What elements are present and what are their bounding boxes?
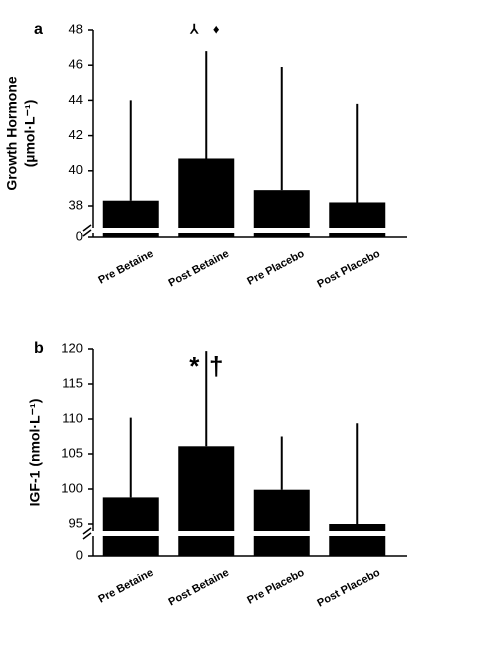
bar — [329, 524, 386, 556]
x-tick-label: Pre Betaine — [96, 567, 155, 606]
axis-break-slash — [82, 224, 92, 232]
y-tick-label: 46 — [69, 57, 83, 72]
annotation: * — [189, 351, 200, 381]
y-axis-label: Growth Hormone — [4, 76, 20, 191]
x-tick-label: Post Betaine — [167, 248, 231, 290]
x-tick-label: Pre Placebo — [245, 247, 306, 287]
bar — [253, 489, 310, 556]
x-tick-label: Pre Betaine — [96, 248, 155, 287]
annotation: † — [209, 351, 223, 381]
bar — [178, 158, 235, 237]
x-tick-label: Pre Placebo — [245, 566, 306, 606]
y-tick-label: 0 — [76, 228, 83, 243]
annotation: ⅄ — [189, 21, 199, 36]
y-axis-label: IGF-1 (nmol·L⁻¹) — [27, 399, 43, 507]
y-tick-label: 120 — [61, 340, 83, 355]
y-tick-label: 105 — [61, 445, 83, 460]
axis-break-slash — [82, 532, 92, 540]
y-tick-label: 44 — [69, 92, 83, 107]
x-tick-label: Post Betaine — [167, 567, 231, 609]
axis-break-gap — [81, 228, 397, 233]
axis-break-slash — [82, 527, 92, 535]
y-axis-label: (µmol·L⁻¹) — [22, 100, 38, 168]
x-tick-label: Post Placebo — [315, 247, 382, 290]
bar — [178, 446, 235, 556]
annotation: ♦ — [213, 21, 220, 36]
x-tick-label: Post Placebo — [315, 566, 382, 609]
y-tick-label: 115 — [62, 375, 83, 390]
axis-break-slash — [82, 229, 92, 237]
y-tick-label: 100 — [61, 480, 83, 495]
y-tick-label: 48 — [69, 21, 83, 36]
y-tick-label: 38 — [69, 197, 83, 212]
y-tick-label: 42 — [69, 127, 83, 142]
panel-label: a — [34, 21, 43, 38]
bar — [102, 497, 159, 556]
y-tick-label: 40 — [69, 162, 83, 177]
y-tick-label: 95 — [69, 515, 83, 530]
y-tick-label: 110 — [62, 410, 83, 425]
axis-break-gap — [81, 531, 397, 536]
panel-label: b — [34, 340, 44, 357]
y-tick-label: 0 — [76, 547, 83, 562]
